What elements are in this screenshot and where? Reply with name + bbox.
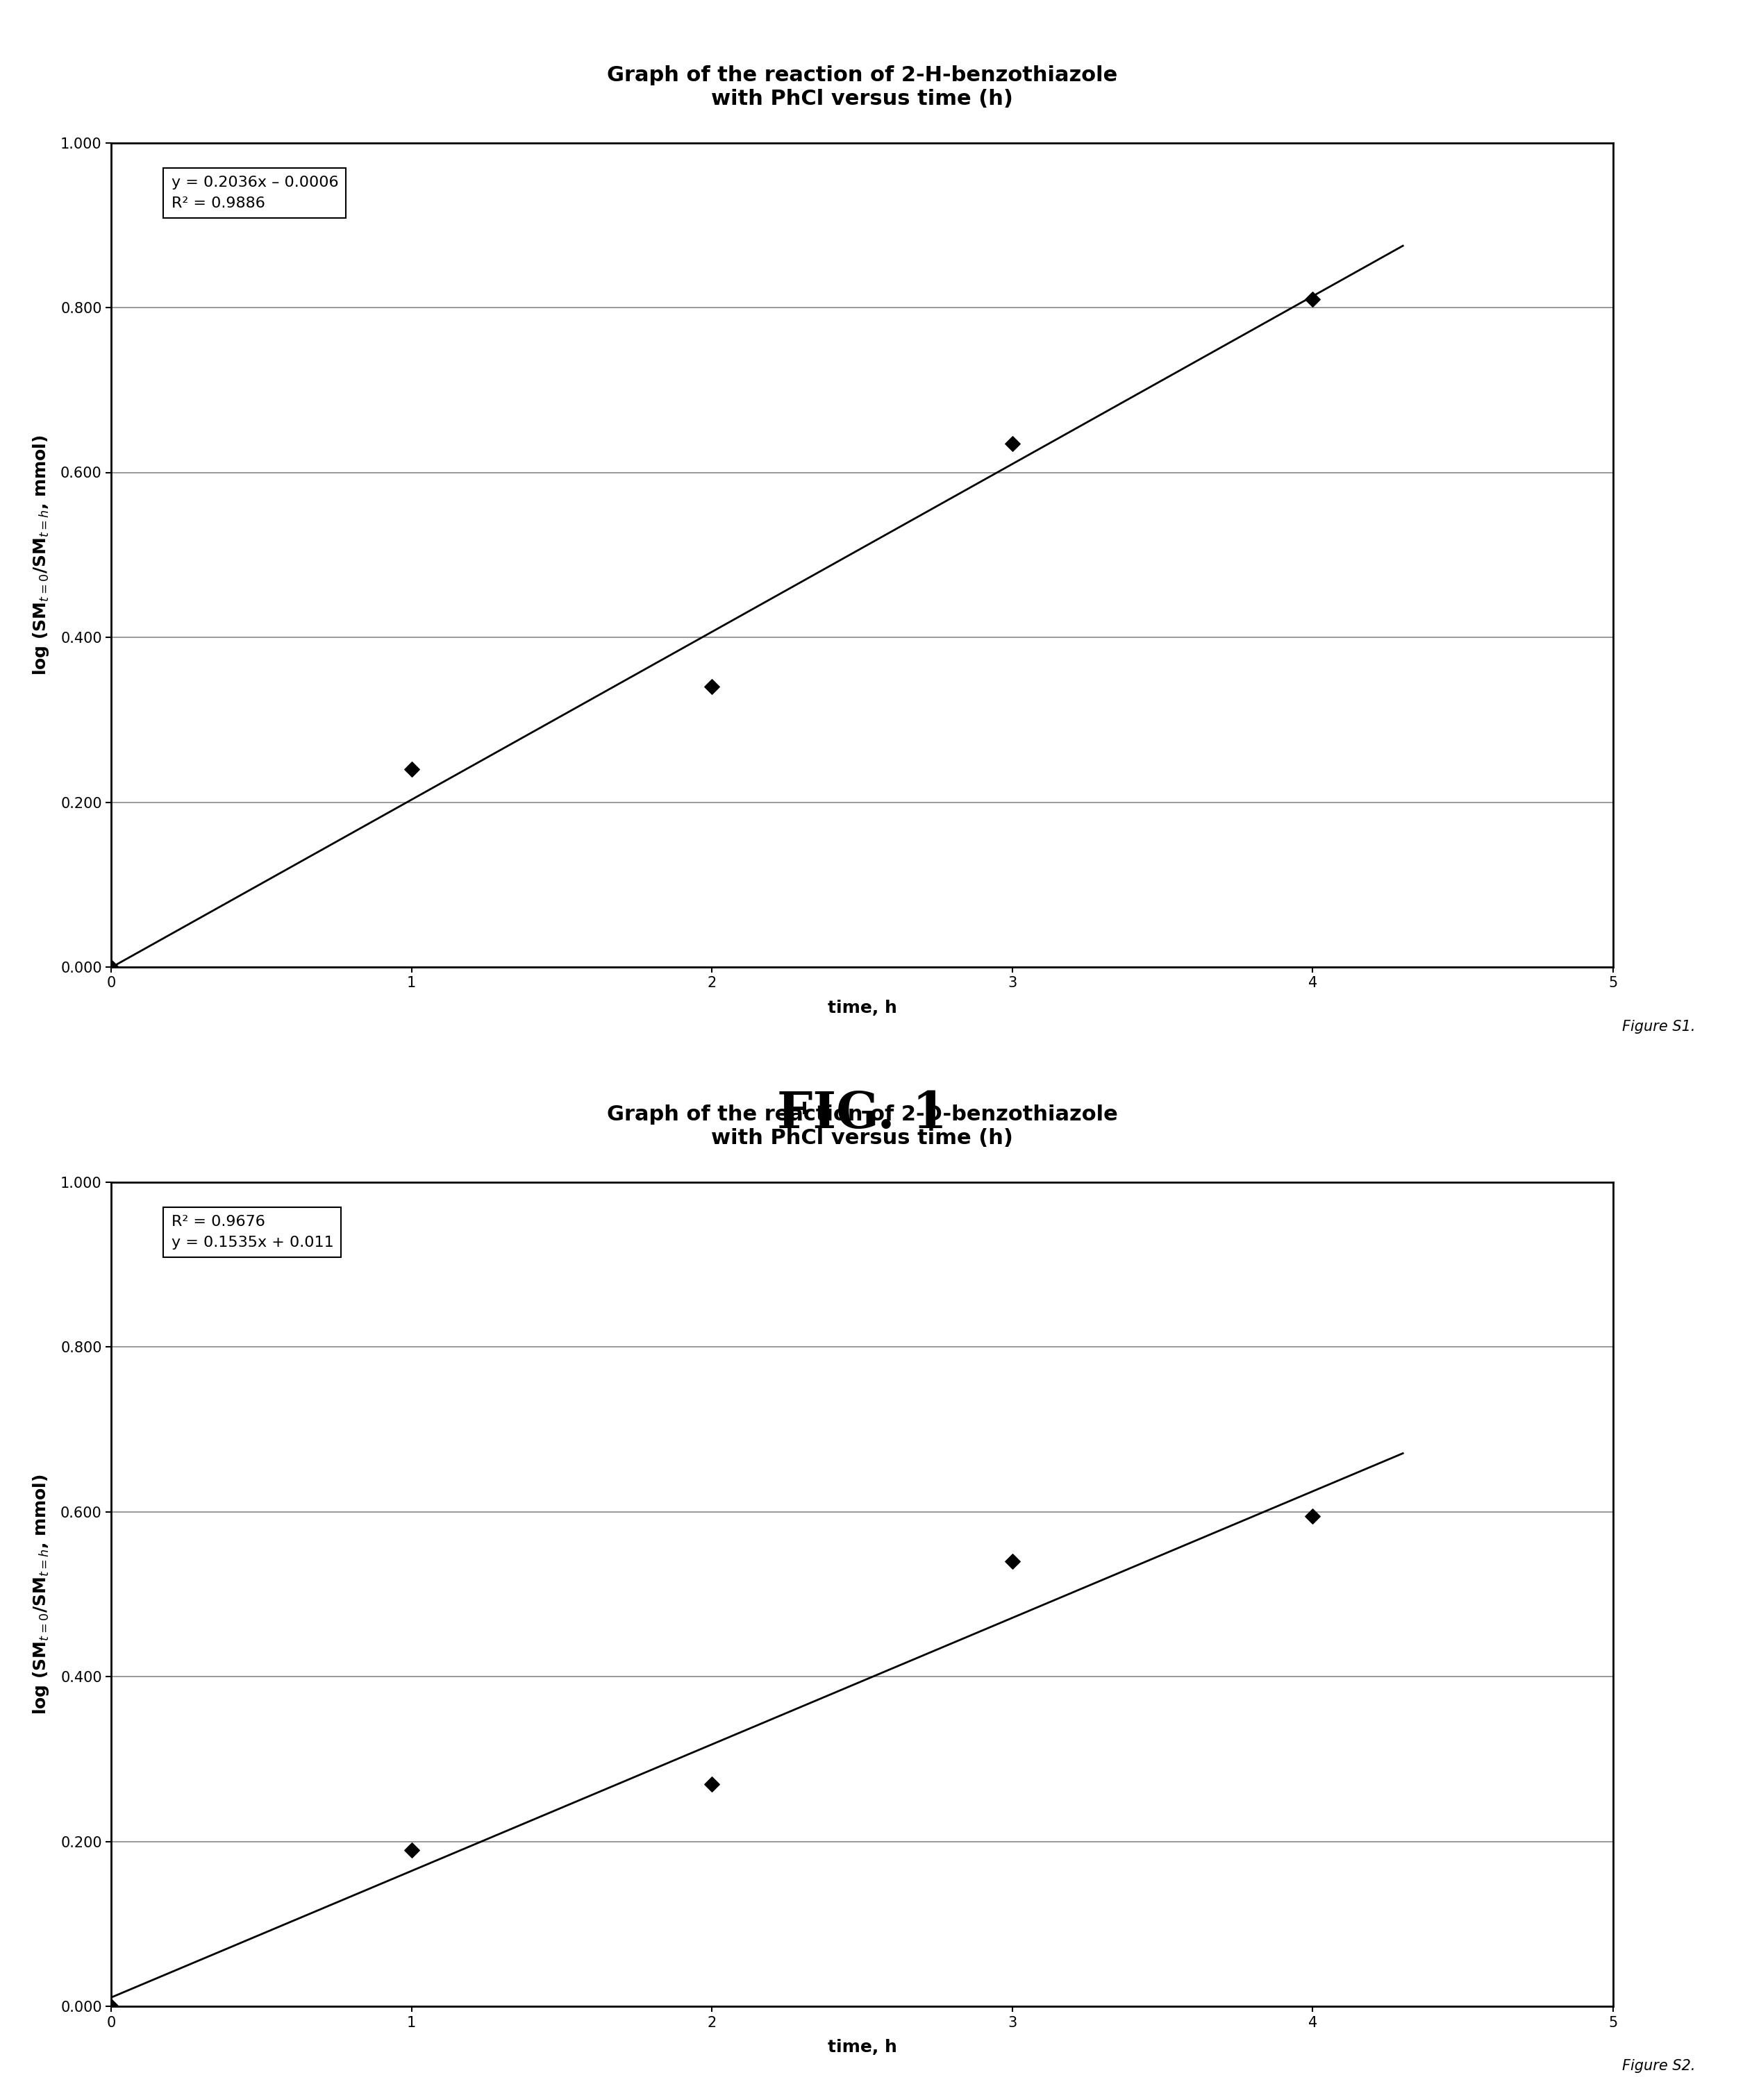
X-axis label: time, h: time, h [827,2039,897,2056]
Text: Figure S1.: Figure S1. [1622,1018,1696,1033]
Point [999,426,1027,460]
Point [398,752,426,785]
Point [1298,284,1326,317]
Text: R² = 0.9676
y = 0.1535x + 0.011: R² = 0.9676 y = 0.1535x + 0.011 [172,1216,333,1250]
Text: FIG. 1: FIG. 1 [778,1090,948,1138]
Point [398,1833,426,1867]
Point [96,949,124,983]
Text: Graph of the reaction of 2-H-benzothiazole
with PhCl versus time (h): Graph of the reaction of 2-H-benzothiazo… [606,65,1118,109]
Point [999,1546,1027,1579]
Point [697,1768,725,1802]
Point [1298,1499,1326,1533]
Point [697,670,725,704]
Text: Figure S2.: Figure S2. [1622,2058,1696,2073]
Point [96,1989,124,2022]
Y-axis label: log (SM$_{t=0}$/SM$_{t=h}$, mmol): log (SM$_{t=0}$/SM$_{t=h}$, mmol) [32,1474,51,1716]
Text: Graph of the reaction of 2-D-benzothiazole
with PhCl versus time (h): Graph of the reaction of 2-D-benzothiazo… [606,1105,1118,1149]
Y-axis label: log (SM$_{t=0}$/SM$_{t=h}$, mmol): log (SM$_{t=0}$/SM$_{t=h}$, mmol) [32,435,51,676]
Text: y = 0.2036x – 0.0006
R² = 0.9886: y = 0.2036x – 0.0006 R² = 0.9886 [172,176,338,210]
X-axis label: time, h: time, h [827,1000,897,1016]
